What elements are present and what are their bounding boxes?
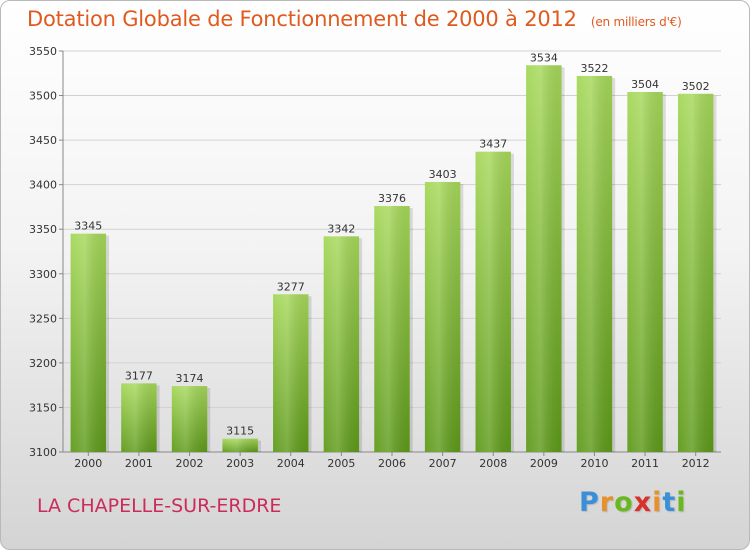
value-labels: 3345 3177 3174 3115 3277 3342 3376 3403 3437 3534… [74, 51, 709, 437]
x-tick-label: 2006 [378, 457, 406, 470]
y-tick-label: 3250 [29, 312, 57, 325]
bar-highlight [374, 206, 410, 452]
bar-value-label: 3522 [580, 62, 608, 75]
x-tick-label: 2004 [277, 457, 305, 470]
y-tick-label: 3500 [29, 90, 57, 103]
x-tick-label: 2009 [530, 457, 558, 470]
x-tick-label: 2000 [74, 457, 102, 470]
proxiti-logo-letter: x [633, 487, 653, 518]
bar-highlight [323, 236, 360, 452]
town-name: LA CHAPELLE-SUR-ERDRE [37, 495, 282, 517]
proxiti-logo-letter: P [579, 487, 600, 518]
y-tick-label: 3550 [29, 45, 57, 58]
x-tick-label: 2011 [631, 457, 659, 470]
x-tick-label: 2007 [429, 457, 457, 470]
bar-value-label: 3177 [125, 369, 153, 382]
bar-value-label: 3115 [226, 425, 254, 438]
x-tick-label: 2001 [125, 457, 153, 470]
proxiti-logo-letter: i [652, 487, 663, 518]
proxiti-logo-letter: o [614, 487, 634, 518]
bar-value-label: 3345 [74, 220, 102, 233]
x-tick-label: 2003 [226, 457, 254, 470]
bar-highlight [121, 383, 157, 452]
bar-highlight [475, 151, 511, 452]
bar-value-label: 3403 [429, 168, 457, 181]
x-tick-label: 2005 [327, 457, 355, 470]
bar-value-label: 3342 [327, 222, 355, 235]
bars [70, 65, 717, 453]
y-tick-label: 3350 [29, 223, 57, 236]
y-tick-label: 3150 [29, 401, 57, 414]
chart-unit: (en milliers d'€) [590, 15, 682, 29]
bar-value-label: 3504 [631, 78, 659, 91]
bar-value-label: 3174 [176, 372, 204, 385]
bar-highlight [677, 93, 714, 453]
bar-highlight [273, 294, 309, 452]
bar-highlight [627, 91, 663, 452]
proxiti-logo: Proxiti [579, 487, 687, 518]
chart-title-text: Dotation Globale de Fonctionnement de 20… [27, 7, 577, 31]
y-tick-label: 3200 [29, 357, 57, 370]
axes: 3100 3150 3200 3250 3300 3350 3400 3450 3500 3550… [29, 45, 721, 470]
bar-highlight [576, 75, 613, 452]
bar-highlight [424, 181, 461, 452]
bar-value-label: 3277 [277, 280, 305, 293]
bar-value-label: 3376 [378, 192, 406, 205]
y-tick-label: 3400 [29, 179, 57, 192]
bar-highlight [70, 233, 107, 452]
proxiti-logo-letter: r [599, 487, 615, 518]
bar-value-label: 3437 [479, 138, 507, 151]
chart-title: Dotation Globale de Fonctionnement de 20… [27, 7, 682, 31]
bar-highlight [526, 65, 562, 452]
proxiti-logo-letter: t [662, 487, 677, 518]
y-tick-label: 3450 [29, 134, 57, 147]
x-tick-label: 2008 [479, 457, 507, 470]
x-tick-label: 2012 [682, 457, 710, 470]
y-tick-label: 3100 [29, 446, 57, 459]
proxiti-logo-letter: i [676, 487, 687, 518]
bar-value-label: 3534 [530, 51, 558, 64]
bar-value-label: 3502 [682, 80, 710, 93]
bar-highlight [222, 438, 258, 452]
x-tick-label: 2010 [580, 457, 608, 470]
y-tick-label: 3300 [29, 268, 57, 281]
x-tick-label: 2002 [176, 457, 204, 470]
bar-highlight [171, 386, 208, 452]
